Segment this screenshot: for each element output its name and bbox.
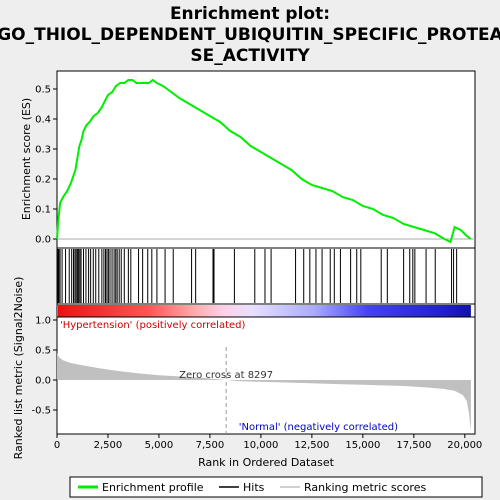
x-tick-label: 0 xyxy=(54,440,60,451)
x-tick-label: 12,500 xyxy=(294,440,329,451)
title-line-1: Enrichment plot: xyxy=(170,4,330,24)
enrichment-profile-line xyxy=(56,78,472,244)
title-line-2: GO_THIOL_DEPENDENT_UBIQUITIN_SPECIFIC_PR… xyxy=(0,25,500,45)
es-y-tick-label: 0.0 xyxy=(35,235,51,246)
zero-cross-label: Zero cross at 8297 xyxy=(179,370,273,381)
metric-y-tick-label: 1.0 xyxy=(35,316,51,327)
legend-box xyxy=(69,476,483,498)
legend-enrichment-label: Enrichment profile xyxy=(102,481,204,494)
metric-color-band xyxy=(58,305,471,317)
es-panel xyxy=(56,70,476,249)
legend-hits-label: Hits xyxy=(243,481,265,494)
metric-y-axis-label: Ranked list metric (Signal2Noise) xyxy=(12,277,25,460)
x-axis-label: Rank in Ordered Dataset xyxy=(198,456,335,469)
metric-y-tick-label: 0.5 xyxy=(35,346,51,357)
x-axis-ticks: 0 2,500 5,000 7,500 10,000 12,500 15,000 17,500… xyxy=(54,434,482,451)
es-y-tick-label: 0.3 xyxy=(35,145,51,156)
es-y-axis-label: Enrichment score (ES) xyxy=(20,98,33,220)
hits-panel xyxy=(56,247,476,305)
es-y-tick-label: 0.4 xyxy=(35,115,51,126)
es-y-tick-label: 0.2 xyxy=(35,175,51,186)
negative-correlation-label: 'Normal' (negatively correlated) xyxy=(239,422,398,433)
x-tick-label: 17,500 xyxy=(396,440,431,451)
hit-marks xyxy=(56,249,458,303)
positive-correlation-label: 'Hypertension' (positively correlated) xyxy=(60,320,246,331)
x-tick-label: 7,500 xyxy=(196,440,225,451)
es-y-tick-label: 0.1 xyxy=(35,205,51,216)
es-y-ticks: 0.0 0.1 0.2 0.3 0.4 0.5 xyxy=(35,85,57,246)
x-tick-label: 2,500 xyxy=(94,440,123,451)
metric-y-ticks: -0.5 0.0 0.5 1.0 xyxy=(31,316,57,417)
x-tick-label: 15,000 xyxy=(345,440,380,451)
metric-y-tick-label: 0.0 xyxy=(35,376,51,387)
title-line-3: SE_ACTIVITY xyxy=(190,46,310,66)
x-tick-label: 10,000 xyxy=(243,440,278,451)
metric-y-tick-label: -0.5 xyxy=(31,406,51,417)
es-y-tick-label: 0.5 xyxy=(35,85,51,96)
x-tick-label: 5,000 xyxy=(145,440,174,451)
legend-metric-label: Ranking metric scores xyxy=(304,481,426,494)
x-tick-label: 20,000 xyxy=(447,440,482,451)
